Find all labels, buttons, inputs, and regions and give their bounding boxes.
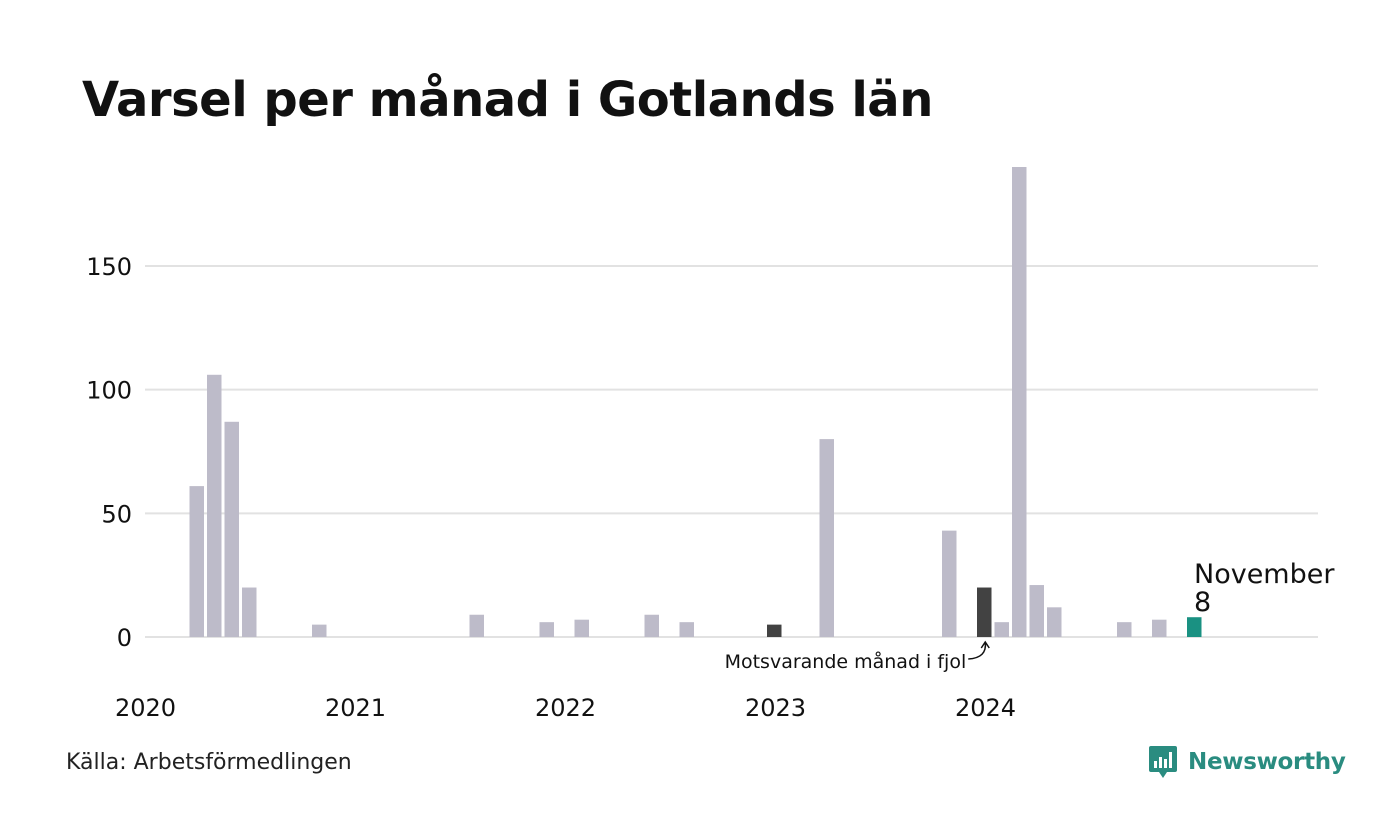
bar-2023-11 [977,587,992,637]
newsworthy-logo-icon [1149,746,1177,778]
bar-2023-02 [819,439,834,637]
bar-2023-12 [994,622,1009,637]
bar-2023-09 [942,530,957,637]
x-tick-label: 2021 [325,694,386,722]
bar-2024-03 [1047,607,1062,637]
brand-name: Newsworthy [1188,749,1346,775]
bar-2024-01 [1012,167,1027,637]
current-month-label: November [1194,559,1335,590]
chart-title: Varsel per månad i Gotlands län [82,72,933,128]
bar-2021-06 [469,614,484,637]
bar-2024-09 [1152,619,1167,637]
y-tick-label: 100 [86,377,132,405]
y-tick-label: 0 [117,624,132,652]
bar-2020-05 [242,587,257,637]
previous-year-annotation: Motsvarande månad i fjol [725,650,967,673]
bar-2020-04 [224,421,239,637]
bar-2022-04 [644,614,659,637]
bar-2020-03 [207,374,222,637]
current-value-label: 8 [1194,587,1211,618]
y-tick-label: 50 [101,500,132,528]
bar-2020-09 [312,624,327,637]
x-tick-label: 2023 [745,694,806,722]
bar-2024-11 [1187,617,1202,637]
brand-logo: Newsworthy [1148,744,1346,780]
x-tick-label: 2022 [535,694,596,722]
annotations: November 8 Motsvarande månad i fjol [725,559,1336,673]
y-tick-label: 150 [86,253,132,281]
x-tick-label: 2024 [955,694,1016,722]
bar-2024-02 [1029,585,1044,637]
bar-2022-06 [679,622,694,637]
x-axis-tick-labels: 2020 2021 2022 2023 2024 [115,694,1016,722]
bar-2020-02 [189,486,204,637]
bar-chart: 0 50 100 150 2020 2021 2022 2023 2024 November … [86,167,1336,722]
bars [189,167,1202,637]
bar-2021-10 [539,622,554,637]
bar-2022-11 [767,624,782,637]
y-axis-tick-labels: 0 50 100 150 [86,253,132,652]
x-tick-label: 2020 [115,694,176,722]
source-note: Källa: Arbetsförmedlingen [66,750,352,775]
gridlines [145,264,1318,638]
previous-year-arrow [968,640,990,660]
bar-2021-12 [574,619,589,637]
bar-2024-07 [1117,622,1132,637]
